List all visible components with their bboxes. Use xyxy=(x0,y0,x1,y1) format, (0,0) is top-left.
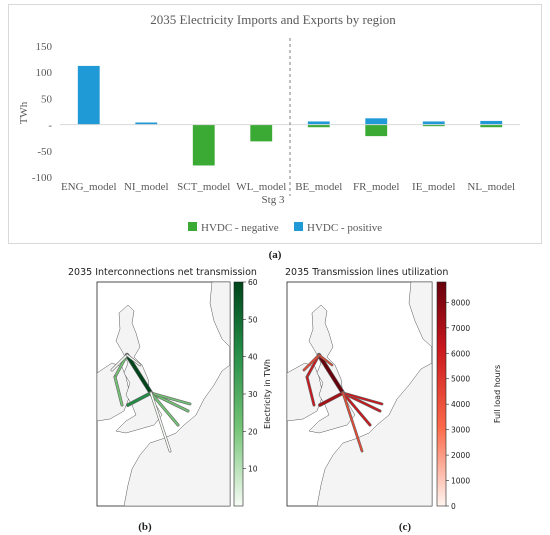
colorbar-tick-label: 30 xyxy=(248,390,258,399)
y-tick-label: - xyxy=(48,120,52,132)
transmission-line xyxy=(318,391,345,407)
transmission-line xyxy=(126,391,153,407)
bar-positive-ENG_model xyxy=(77,65,100,125)
colorbar-tick-label: 60 xyxy=(248,278,258,287)
chart-a-title: 2035 Electricity Imports and Exports by … xyxy=(150,12,396,27)
map-c-colorbar-label: Full load hours xyxy=(493,365,502,423)
map-b-colorbar xyxy=(233,281,244,507)
colorbar-tick-label: 50 xyxy=(248,315,258,324)
chart-a-y-ticks: 150 100 50 - -50 -100 xyxy=(32,41,53,184)
map-b-scandinavia xyxy=(209,282,230,348)
y-tick-label: -50 xyxy=(37,146,52,158)
x-tick-label: FR_model xyxy=(353,181,399,193)
map-c-title: 2035 Transmission lines utilization xyxy=(285,267,448,278)
transmission-line xyxy=(111,354,128,371)
colorbar-tick-label: 3000 xyxy=(451,426,470,435)
chart-a-ylabel: TWh xyxy=(18,101,30,124)
y-tick-label: 50 xyxy=(41,93,53,105)
y-tick-label: -100 xyxy=(32,172,53,184)
colorbar-tick-label: 8000 xyxy=(451,298,470,307)
map-c-transmission-lines xyxy=(302,352,384,453)
bar-positive-BE_model xyxy=(307,121,330,125)
chart-a-x-labels: ENG_model NI_model SCT_model WL_model BE_mod… xyxy=(61,181,515,193)
bar-negative-WL_model xyxy=(250,124,273,142)
x-tick-label: BE_model xyxy=(295,181,342,193)
chart-a-bars xyxy=(77,65,503,166)
chart-a-group-label: Stg 3 xyxy=(262,194,285,206)
colorbar-tick-label: 20 xyxy=(248,427,258,436)
bar-negative-SCT_model xyxy=(192,124,215,166)
map-b-colorbar-label: Electricity in TWh xyxy=(263,359,272,429)
y-tick-label: 100 xyxy=(36,67,53,79)
colorbar-tick-label: 40 xyxy=(248,353,258,362)
transmission-line xyxy=(306,376,315,406)
transmission-line xyxy=(342,392,383,405)
transmission-line xyxy=(125,353,153,395)
transmission-utilization-map: 2035 Transmission lines utilization 0 100… xyxy=(285,267,502,511)
bar-positive-NI_model xyxy=(135,122,158,125)
map-c-colorbar-ticks: 0 1000 2000 3000 4000 5000 6000 7000 8000 xyxy=(446,298,470,511)
colorbar-tick-label: 10 xyxy=(248,465,258,474)
x-tick-label: ENG_model xyxy=(61,181,117,193)
map-b-colorbar-ticks: 10 20 30 40 50 60 xyxy=(243,278,258,474)
colorbar-tick-label: 6000 xyxy=(451,349,470,358)
bar-negative-IE_model xyxy=(422,124,445,127)
transmission-line xyxy=(318,354,333,366)
caption-a: (a) xyxy=(268,249,282,261)
map-c-colorbar xyxy=(436,281,447,507)
caption-b: (b) xyxy=(138,521,152,533)
x-tick-label: WL_model xyxy=(236,181,286,193)
bar-negative-NL_model xyxy=(480,124,503,128)
map-c-great-britain xyxy=(308,304,356,434)
map-c-continent xyxy=(316,362,432,506)
colorbar-tick-label: 5000 xyxy=(451,375,470,384)
colorbar-tick-label: 4000 xyxy=(451,400,470,409)
map-b-great-britain xyxy=(115,304,163,434)
legend-label-positive: HVDC - positive xyxy=(307,222,382,234)
caption-c: (c) xyxy=(398,521,412,533)
bar-positive-FR_model xyxy=(365,118,388,125)
legend-swatch-negative xyxy=(188,222,197,231)
colorbar-tick-label: 0 xyxy=(451,502,456,511)
transmission-line xyxy=(342,392,371,426)
x-tick-label: SCT_model xyxy=(177,181,230,193)
bar-positive-NL_model xyxy=(480,120,503,125)
map-b-continent xyxy=(123,364,230,506)
colorbar-tick-label: 2000 xyxy=(451,451,470,460)
map-b-transmission-lines xyxy=(110,352,192,453)
transmission-line xyxy=(114,376,123,406)
imports-exports-bar-chart: 2035 Electricity Imports and Exports by … xyxy=(8,4,542,244)
transmission-line xyxy=(150,392,191,405)
map-b-title: 2035 Interconnections net transmission xyxy=(68,267,257,278)
x-tick-label: NL_model xyxy=(467,181,515,193)
y-tick-label: 150 xyxy=(36,41,53,53)
map-b-frame xyxy=(96,281,231,507)
transmission-line xyxy=(150,392,171,452)
bar-negative-FR_model xyxy=(365,124,388,137)
transmission-line xyxy=(342,392,363,452)
legend-swatch-positive xyxy=(294,222,303,231)
chart-a-legend: HVDC - negative HVDC - positive xyxy=(188,222,382,234)
bar-positive-IE_model xyxy=(422,121,445,125)
transmission-line xyxy=(126,354,141,366)
map-c-frame xyxy=(286,281,433,507)
interconnections-map: 2035 Interconnections net transmission 1… xyxy=(68,267,272,507)
bar-negative-BE_model xyxy=(307,124,330,128)
transmission-line xyxy=(317,353,345,395)
colorbar-tick-label: 7000 xyxy=(451,324,470,333)
legend-label-negative: HVDC - negative xyxy=(201,222,279,234)
transmission-line xyxy=(150,392,179,426)
x-tick-label: IE_model xyxy=(412,181,455,193)
colorbar-tick-label: 1000 xyxy=(451,477,470,486)
map-c-scandinavia xyxy=(408,282,432,348)
transmission-line xyxy=(303,354,320,371)
x-tick-label: NI_model xyxy=(124,181,169,193)
